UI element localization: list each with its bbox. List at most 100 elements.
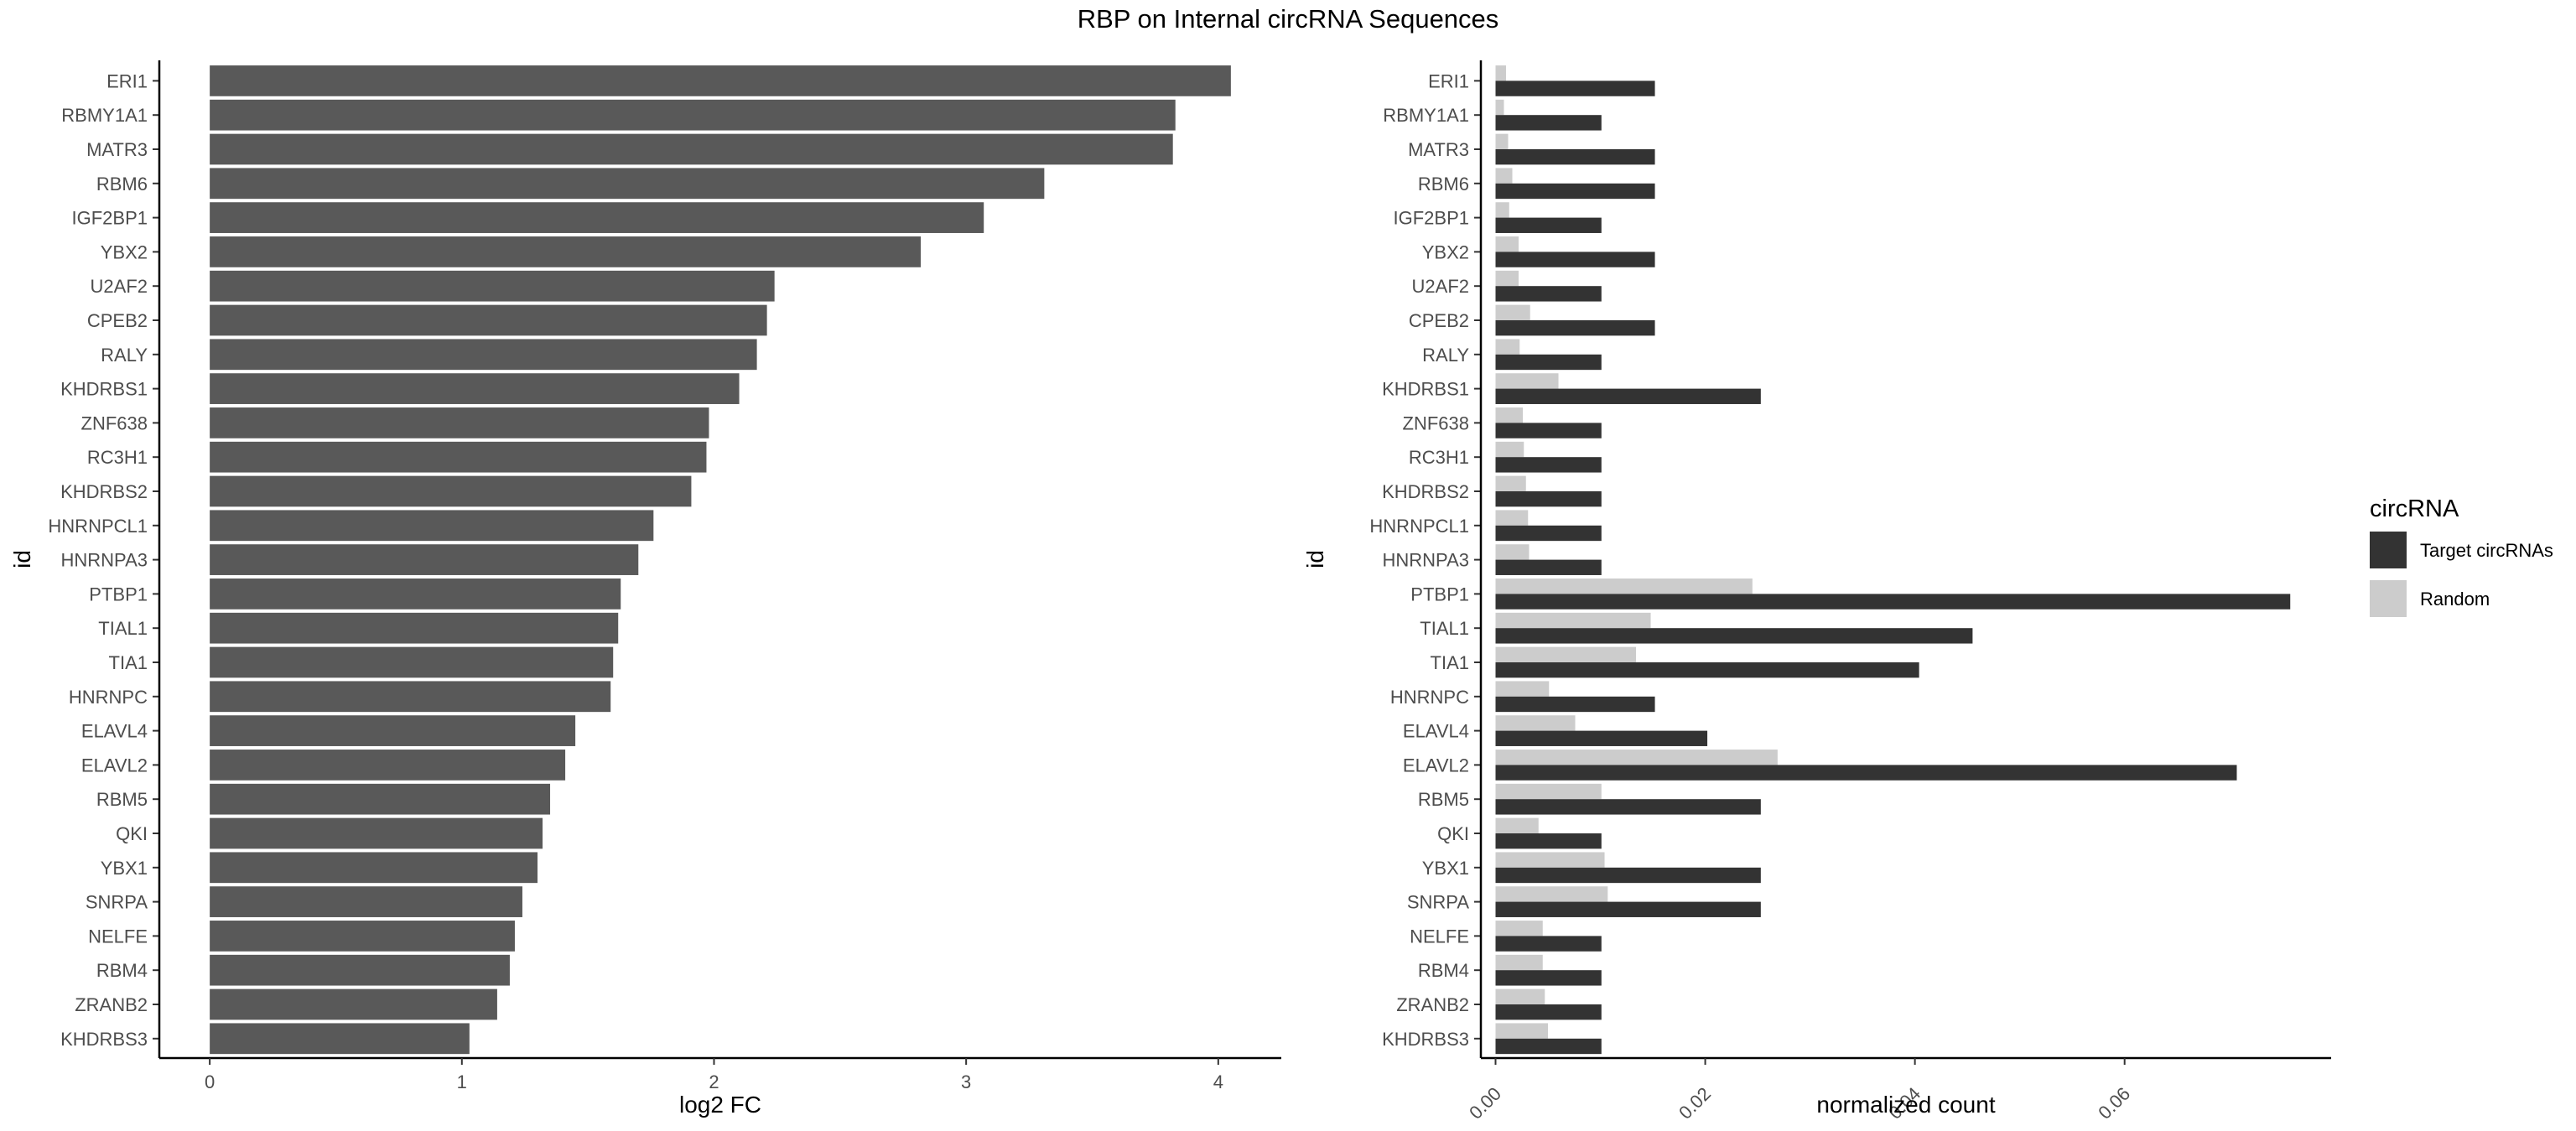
bar-target-eri1 [1495, 80, 1655, 96]
bar-nelfe [210, 921, 515, 952]
bar-rc3h1 [210, 441, 707, 473]
ytick-label-cpeb2: CPEB2 [1409, 310, 1469, 331]
bar-random-matr3 [1495, 133, 1509, 149]
bar-target-qki [1495, 833, 1602, 849]
bar-random-eri1 [1495, 65, 1507, 81]
bar-random-rbm5 [1495, 783, 1602, 800]
bar-random-khdrbs3 [1495, 1023, 1549, 1039]
ytick-label-nelfe: NELFE [88, 926, 148, 947]
bar-tial1 [210, 612, 619, 644]
bar-random-tia1 [1495, 646, 1637, 662]
ytick-label-ptbp1: PTBP1 [89, 584, 148, 604]
bar-rbmy1a1 [210, 99, 1176, 131]
bar-target-raly [1495, 354, 1602, 371]
bar-target-ybx2 [1495, 252, 1655, 267]
bar-target-rbm5 [1495, 799, 1761, 815]
bar-random-zranb2 [1495, 988, 1545, 1004]
bar-target-igf2bp1 [1495, 217, 1602, 233]
ytick-label-rbmy1a1: RBMY1A1 [1383, 105, 1469, 126]
bar-znf638 [210, 407, 709, 438]
bar-hnrnpa3 [210, 544, 639, 575]
xtick-label: 2 [709, 1071, 719, 1092]
bar-random-elavl4 [1495, 715, 1576, 731]
bar-rbm6 [210, 168, 1045, 200]
ytick-label-rbmy1a1: RBMY1A1 [61, 105, 148, 126]
ytick-label-snrpa: SNRPA [1407, 892, 1469, 913]
ytick-label-qki: QKI [1437, 823, 1469, 844]
ytick-label-khdrbs3: KHDRBS3 [1382, 1029, 1469, 1050]
bar-target-tia1 [1495, 662, 1919, 678]
bar-target-cpeb2 [1495, 320, 1655, 336]
ytick-label-tial1: TIAL1 [1420, 618, 1469, 639]
bar-random-rbm4 [1495, 954, 1543, 971]
bar-target-elavl4 [1495, 730, 1708, 746]
legend-label-target: Target circRNAs [2420, 540, 2553, 561]
bar-random-ybx1 [1495, 852, 1605, 868]
ytick-label-rc3h1: RC3H1 [1409, 447, 1469, 468]
bar-khdrbs3 [210, 1023, 470, 1055]
bar-cpeb2 [210, 304, 767, 336]
bar-random-ptbp1 [1495, 578, 1753, 594]
ytick-label-rbm4: RBM4 [96, 960, 148, 981]
ytick-label-elavl4: ELAVL4 [81, 721, 148, 742]
xtick-label: 1 [457, 1071, 467, 1092]
ytick-label-igf2bp1: IGF2BP1 [1394, 208, 1469, 229]
bar-target-khdrbs3 [1495, 1038, 1602, 1055]
bar-elavl2 [210, 750, 566, 781]
bar-random-rbmy1a1 [1495, 99, 1504, 116]
ytick-label-khdrbs1: KHDRBS1 [60, 379, 148, 400]
bar-tia1 [210, 646, 614, 678]
left-x-axis-title: log2 FC [679, 1092, 761, 1118]
left-y-axis-title: id [9, 550, 35, 568]
ytick-label-zranb2: ZRANB2 [75, 994, 148, 1015]
bar-target-ptbp1 [1495, 594, 2291, 610]
bar-target-tial1 [1495, 628, 1973, 644]
ytick-label-tia1: TIA1 [109, 652, 148, 673]
bar-random-khdrbs2 [1495, 475, 1526, 491]
ytick-label-nelfe: NELFE [1410, 926, 1469, 947]
bar-igf2bp1 [210, 202, 984, 233]
ytick-label-matr3: MATR3 [86, 139, 148, 160]
ytick-label-elavl4: ELAVL4 [1403, 721, 1469, 742]
xtick-label: 0.02 [1675, 1083, 1715, 1123]
bar-random-tial1 [1495, 612, 1651, 629]
bar-u2af2 [210, 270, 775, 302]
ytick-label-tial1: TIAL1 [98, 618, 148, 639]
bar-random-igf2bp1 [1495, 202, 1509, 218]
bar-random-znf638 [1495, 407, 1524, 423]
ytick-label-hnrnpa3: HNRNPA3 [1382, 550, 1469, 571]
ytick-label-matr3: MATR3 [1408, 139, 1469, 160]
bar-ybx2 [210, 236, 922, 267]
bar-target-rbm4 [1495, 970, 1602, 986]
ytick-label-u2af2: U2AF2 [91, 276, 148, 297]
ytick-label-hnrnpcl1: HNRNPCL1 [1369, 516, 1469, 537]
ytick-label-ybx2: YBX2 [1422, 241, 1469, 262]
ytick-label-snrpa: SNRPA [86, 892, 148, 913]
bar-target-khdrbs1 [1495, 388, 1761, 404]
bar-target-ybx1 [1495, 867, 1761, 884]
plot-title: RBP on Internal circRNA Sequences [1078, 4, 1499, 34]
ytick-label-khdrbs3: KHDRBS3 [60, 1029, 148, 1050]
ytick-label-rbm5: RBM5 [1418, 789, 1469, 810]
ytick-label-ybx1: YBX1 [101, 858, 148, 879]
ytick-label-u2af2: U2AF2 [1412, 276, 1469, 297]
ytick-label-tia1: TIA1 [1431, 652, 1469, 673]
xtick-label: 0.00 [1465, 1083, 1505, 1123]
xtick-label: 3 [961, 1071, 971, 1092]
ytick-label-zranb2: ZRANB2 [1396, 994, 1469, 1015]
legend-label-random: Random [2420, 589, 2490, 610]
bar-snrpa [210, 886, 522, 917]
ytick-label-ptbp1: PTBP1 [1410, 584, 1469, 604]
ytick-label-khdrbs2: KHDRBS2 [1382, 481, 1469, 502]
bar-random-rbm6 [1495, 168, 1513, 184]
xtick-label: 0.06 [2094, 1083, 2134, 1123]
bar-target-hnrnpcl1 [1495, 525, 1602, 542]
bar-ptbp1 [210, 578, 621, 610]
bar-random-khdrbs1 [1495, 373, 1559, 389]
ytick-label-elavl2: ELAVL2 [1403, 755, 1469, 776]
right-x-axis-title: normalized count [1816, 1092, 1995, 1118]
bar-qki [210, 817, 543, 849]
bar-target-znf638 [1495, 423, 1602, 438]
legend-key-random [2370, 580, 2407, 617]
bar-target-rbmy1a1 [1495, 115, 1602, 131]
